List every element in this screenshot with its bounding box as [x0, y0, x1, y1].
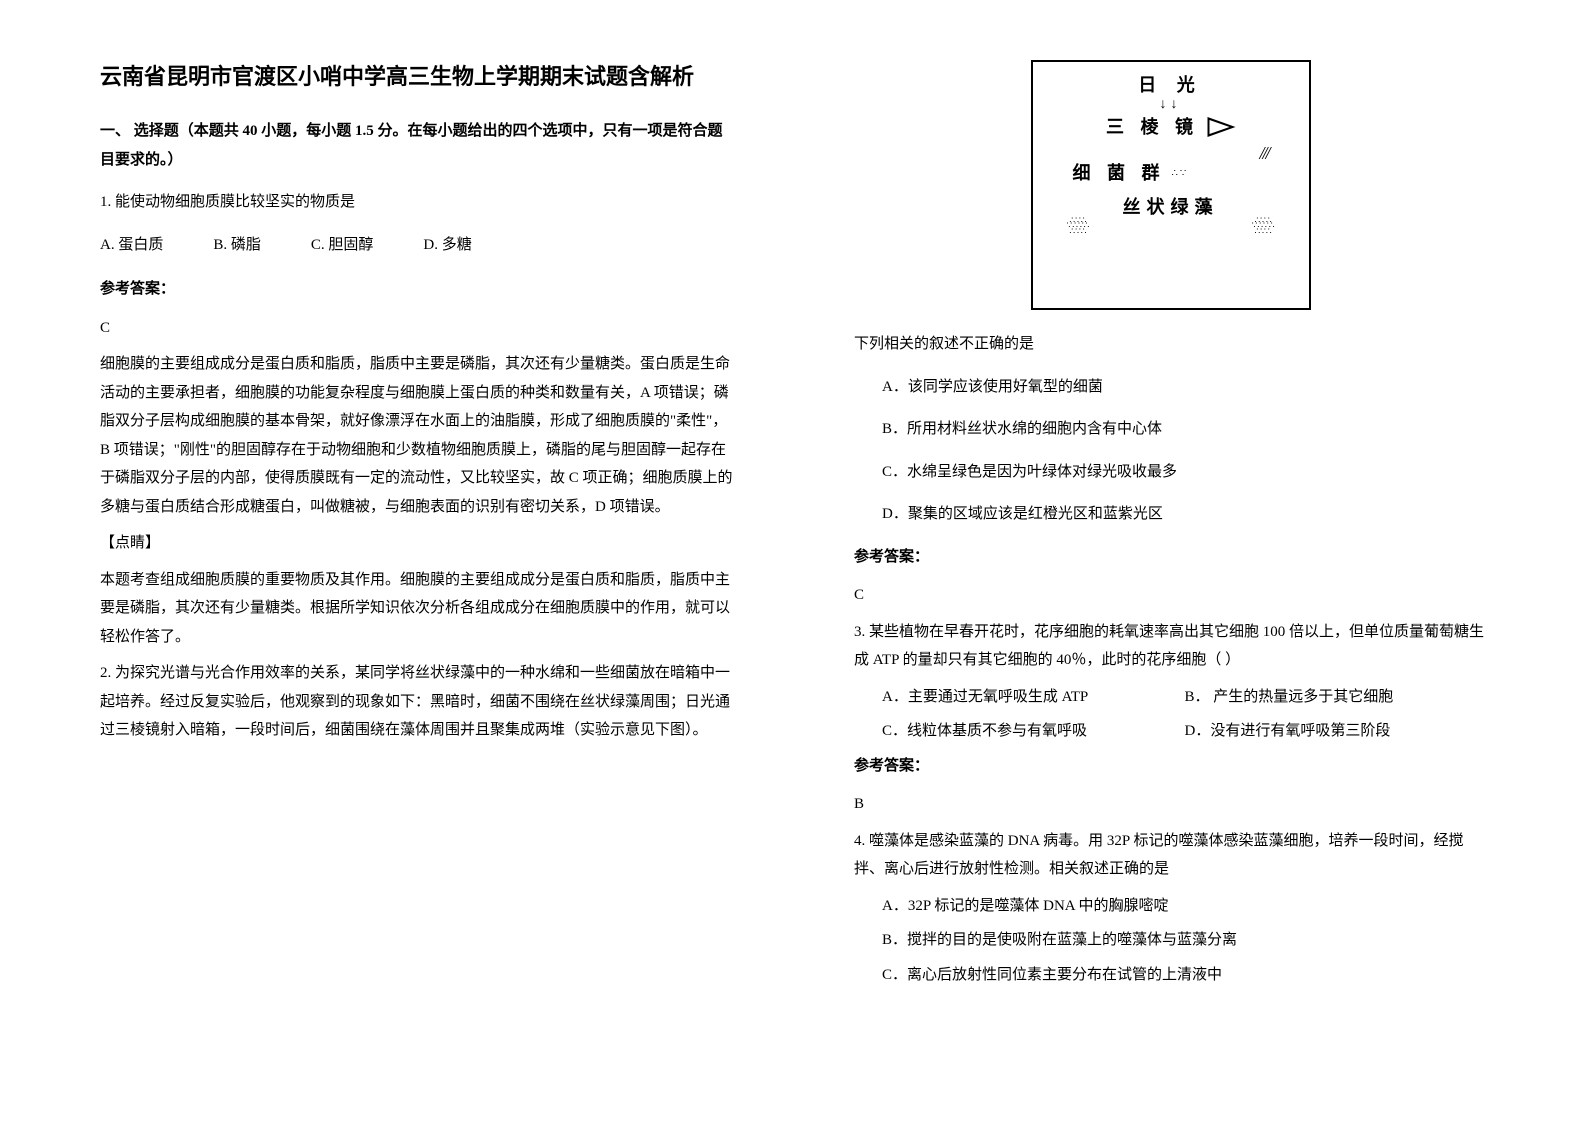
- q4-option-c: C．离心后放射性同位素主要分布在试管的上清液中: [854, 961, 1487, 990]
- bacteria-dots-icon: ∴∵: [1172, 164, 1189, 183]
- q3-option-a: A．主要通过无氧呼吸生成 ATP: [882, 683, 1185, 712]
- q4-option-a: A．32P 标记的是噬藻体 DNA 中的胸腺嘧啶: [854, 892, 1487, 921]
- q3-option-c: C．线粒体基质不参与有氧呼吸: [882, 717, 1185, 746]
- diagram-prism-label: 三 棱 镜: [1106, 110, 1199, 144]
- wavy-line-icon: [1047, 278, 1295, 286]
- q2-option-c: C．水绵呈绿色是因为叶绿体对绿光吸收最多: [854, 458, 1487, 487]
- q2-option-a: A．该同学应该使用好氧型的细菌: [854, 373, 1487, 402]
- q2-intro: 2. 为探究光谱与光合作用效率的关系，某同学将丝状绿藻中的一种水绵和一些细菌放在…: [100, 659, 733, 745]
- document-title: 云南省昆明市官渡区小哨中学高三生物上学期期末试题含解析: [100, 60, 733, 93]
- diagram-box: 日 光 ↓↓ 三 棱 镜 /// 细 菌 群 ∴∵ 丝状绿藻 ∴∵∴∵∴∵∴∴∵…: [1031, 60, 1311, 310]
- q1-option-b: B. 磷脂: [213, 231, 261, 260]
- q3-answer-label: 参考答案：: [854, 752, 1487, 781]
- q2-answer-value: C: [854, 581, 1487, 610]
- q1-option-d: D. 多糖: [423, 231, 471, 260]
- left-column: 云南省昆明市官渡区小哨中学高三生物上学期期末试题含解析 一、 选择题（本题共 4…: [40, 60, 793, 1062]
- q1-answer-value: C: [100, 314, 733, 343]
- q1-point-text: 本题考查组成细胞质膜的重要物质及其作用。细胞膜的主要组成成分是蛋白质和脂质，脂质…: [100, 566, 733, 652]
- q1-intro: 1. 能使动物细胞质膜比较坚实的物质是: [100, 188, 733, 217]
- q3-options: A．主要通过无氧呼吸生成 ATP B． 产生的热量远多于其它细胞 C．线粒体基质…: [854, 683, 1487, 746]
- q1-point-label: 【点睛】: [100, 529, 733, 558]
- q1-answer-label: 参考答案：: [100, 275, 733, 304]
- q4-option-b: B．搅拌的目的是使吸附在蓝藻上的噬藻体与蓝藻分离: [854, 926, 1487, 955]
- cluster-right-icon: ∴∵∴∵∴∵∴∴∵∴: [1252, 218, 1275, 234]
- right-column: 日 光 ↓↓ 三 棱 镜 /// 细 菌 群 ∴∵ 丝状绿藻 ∴∵∴∵∴∵∴∴∵…: [794, 60, 1547, 1062]
- wavy-line-icon: [1047, 254, 1295, 262]
- q2-option-d: D．聚集的区域应该是红橙光区和蓝紫光区: [854, 500, 1487, 529]
- q3-intro: 3. 某些植物在早春开花时，花序细胞的耗氧速率高出其它细胞 100 倍以上，但单…: [854, 618, 1487, 675]
- wavy-line-icon: [1047, 266, 1295, 274]
- q1-options: A. 蛋白质 B. 磷脂 C. 胆固醇 D. 多糖: [100, 231, 733, 260]
- section-header: 一、 选择题（本题共 40 小题，每小题 1.5 分。在每小题给出的四个选项中，…: [100, 117, 733, 174]
- wavy-line-icon: [1047, 242, 1295, 250]
- diagram-prism-row: 三 棱 镜: [1106, 110, 1235, 144]
- q1-explanation: 细胞膜的主要组成成分是蛋白质和脂质，脂质中主要是磷脂，其次还有少量糖类。蛋白质是…: [100, 350, 733, 521]
- q1-option-a: A. 蛋白质: [100, 231, 163, 260]
- q3-answer-value: B: [854, 790, 1487, 819]
- cluster-left-icon: ∴∵∴∵∴∵∴∴∵∴: [1067, 218, 1090, 234]
- q2-diagram: 日 光 ↓↓ 三 棱 镜 /// 细 菌 群 ∴∵ 丝状绿藻 ∴∵∴∵∴∵∴∴∵…: [1031, 60, 1311, 310]
- q2-option-b: B．所用材料丝状水绵的细胞内含有中心体: [854, 415, 1487, 444]
- diagram-algae-label: 丝状绿藻: [1123, 190, 1219, 224]
- diagram-bacteria-label: 细 菌 群: [1073, 156, 1166, 190]
- diagram-wavy-area: ∴∵∴∵∴∵∴∴∵∴ ∴∵∴∵∴∵∴∴∵∴: [1047, 224, 1295, 294]
- q3-option-b: B． 产生的热量远多于其它细胞: [1185, 683, 1488, 712]
- light-rays-icon: ///: [1259, 136, 1268, 170]
- q2-answer-label: 参考答案：: [854, 543, 1487, 572]
- q2-sub-intro: 下列相关的叙述不正确的是: [854, 330, 1487, 359]
- q1-option-c: C. 胆固醇: [311, 231, 374, 260]
- diagram-bacteria-row: 细 菌 群 ∴∵: [1073, 156, 1189, 190]
- q3-option-d: D．没有进行有氧呼吸第三阶段: [1185, 717, 1488, 746]
- q4-intro: 4. 噬藻体是感染蓝藻的 DNA 病毒。用 32P 标记的噬藻体感染蓝藻细胞，培…: [854, 827, 1487, 884]
- prism-icon: [1207, 117, 1235, 137]
